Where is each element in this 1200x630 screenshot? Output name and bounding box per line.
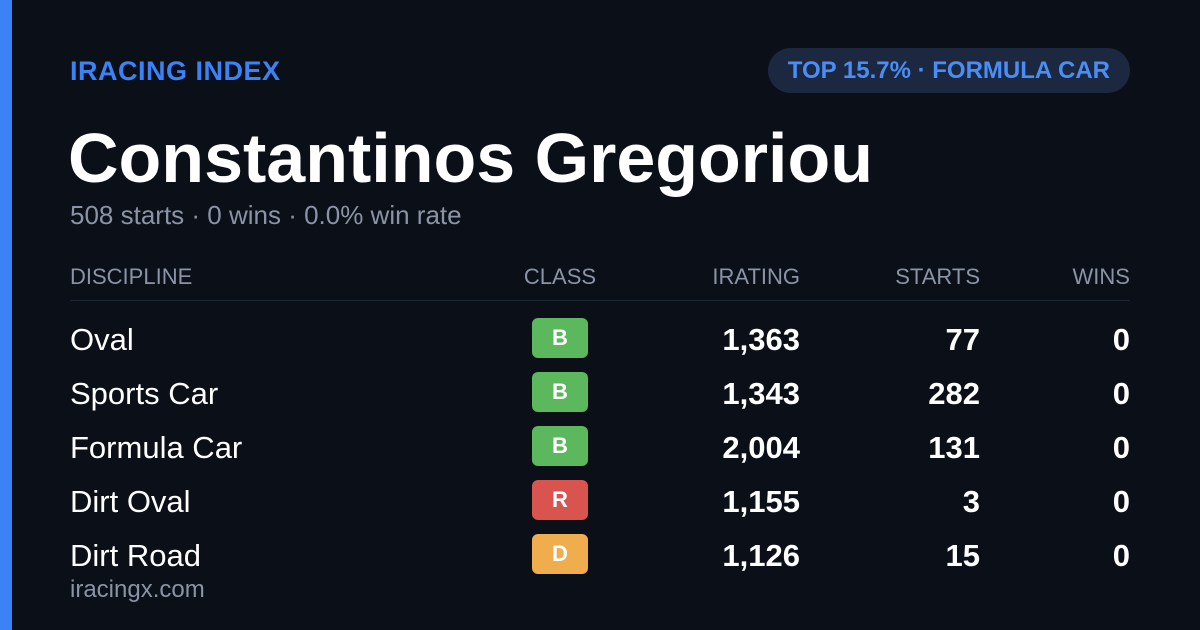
discipline-name: Oval [70, 322, 134, 357]
rank-badge: TOP 15.7% · FORMULA CAR [767, 48, 1130, 93]
starts-value: 77 [945, 322, 980, 357]
wins-value: 0 [1112, 538, 1130, 573]
irating-value: 1,155 [722, 484, 800, 519]
irating-value: 1,343 [722, 376, 800, 411]
discipline-name: Sports Car [70, 376, 219, 411]
column-header: DISCIPLINE [70, 264, 193, 289]
wins-value: 0 [1112, 430, 1130, 465]
class-badge: R [532, 480, 588, 520]
class-badge: B [532, 372, 588, 412]
discipline-name: Dirt Oval [70, 484, 191, 519]
wins-value: 0 [1112, 322, 1130, 357]
class-badge: D [532, 534, 588, 574]
accent-bar [0, 0, 12, 630]
class-badge: B [532, 426, 588, 466]
column-header: CLASS [523, 264, 597, 289]
brand: IRACING INDEX [70, 56, 281, 86]
column-header: STARTS [895, 264, 980, 289]
driver-name: Constantinos Gregoriou [68, 119, 873, 197]
column-header: IRATING [712, 264, 800, 289]
wins-value: 0 [1112, 484, 1130, 519]
class-badge: B [532, 318, 588, 358]
irating-value: 1,126 [722, 538, 800, 573]
discipline-name: Dirt Road [70, 538, 201, 573]
summary: 508 starts · 0 wins · 0.0% win rate [70, 200, 462, 230]
header-rule [70, 300, 1130, 301]
discipline-name: Formula Car [70, 430, 243, 465]
irating-value: 2,004 [722, 430, 800, 465]
footer: iracingx.com [70, 576, 205, 603]
wins-value: 0 [1112, 376, 1130, 411]
starts-value: 131 [928, 430, 980, 465]
starts-value: 15 [945, 538, 980, 573]
irating-value: 1,363 [722, 322, 800, 357]
column-header: WINS [1072, 264, 1130, 289]
starts-value: 3 [962, 484, 980, 519]
starts-value: 282 [928, 376, 980, 411]
